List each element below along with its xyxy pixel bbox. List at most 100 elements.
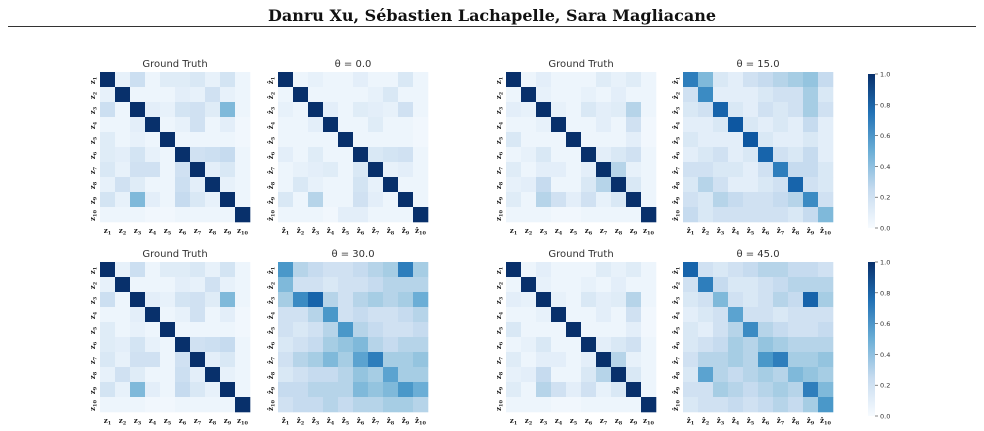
row-tick-label: z3: [88, 296, 99, 304]
heatmap-cell: [596, 292, 612, 308]
heatmap-cell: [308, 307, 324, 323]
heatmap-cell: [383, 177, 399, 193]
row-tick-label: ẑ7: [266, 166, 277, 174]
heatmap-cell: [100, 382, 116, 398]
row-tick-label: ẑ7: [266, 356, 277, 364]
heatmap-cell: [788, 162, 804, 178]
heatmap-cell: [145, 72, 161, 88]
heatmap-cell: [566, 177, 582, 193]
heatmap-cell: [551, 117, 567, 133]
heatmap-cell: [383, 337, 399, 353]
heatmap-cell: [115, 102, 131, 118]
heatmap-cell: [353, 262, 369, 278]
heatmap-cell: [115, 262, 131, 278]
heatmap-cell: [773, 162, 789, 178]
heatmap-cell: [220, 207, 236, 223]
heatmap-cell: [338, 132, 354, 148]
heatmap-cell: [278, 382, 294, 398]
row-tick-label: ẑ9: [266, 386, 277, 394]
heatmap-cell: [413, 262, 429, 278]
heatmap-cell: [773, 207, 789, 223]
heatmap-cell: [803, 397, 819, 413]
row-tick-label: z5: [494, 326, 505, 334]
heatmap-cell: [145, 382, 161, 398]
colorbar-tick-label: 1.0: [880, 71, 890, 79]
heatmap-cell: [683, 147, 699, 163]
heatmap-cell: [293, 277, 309, 293]
col-tick-label: z6: [179, 226, 187, 237]
heatmap-panel-2: θ = 0.0 ẑ1 ẑ2 ẑ3 ẑ4 ẑ5 ẑ6 ẑ7 ẑ8 ẑ9 ẑ10 ẑ1 ẑ2 ẑ3 ẑ4 ẑ5 ẑ6…: [266, 59, 429, 237]
col-tick-label: ẑ2: [297, 226, 305, 237]
row-tick-label: ẑ1: [671, 267, 682, 274]
heatmap-cell: [235, 177, 251, 193]
heatmap-cell: [566, 337, 582, 353]
col-tick-label: ẑ10: [820, 416, 831, 427]
row-tick-label: ẑ8: [671, 371, 682, 379]
heatmap-cell: [160, 207, 176, 223]
heatmap-cell: [611, 162, 627, 178]
heatmap-cell: [308, 322, 324, 338]
heatmap-cell: [743, 262, 759, 278]
heatmap-cell: [205, 397, 221, 413]
heatmap-cell: [728, 322, 744, 338]
heatmap-cell: [581, 147, 597, 163]
heatmap-cell: [323, 337, 339, 353]
heatmap-cell: [293, 147, 309, 163]
heatmap-cell: [713, 177, 729, 193]
heatmap-cell: [743, 117, 759, 133]
heatmap-cell: [145, 102, 161, 118]
heatmap-cell: [205, 277, 221, 293]
heatmap-cell: [521, 292, 537, 308]
row-tick-label: z4: [88, 311, 99, 319]
heatmap-cell: [398, 382, 414, 398]
heatmap-panel-5: Ground Truth z1 z2 z3 z4 z5 z6 z7 z8 z9 z10 z1 z2 z3 z…: [88, 249, 251, 427]
heatmap-cell: [536, 367, 552, 383]
row-tick-label: z8: [494, 181, 505, 189]
heatmap-cell: [713, 87, 729, 103]
heatmap-cell: [205, 382, 221, 398]
heatmap-cell: [641, 102, 657, 118]
heatmap-cell: [115, 207, 131, 223]
heatmap-cell: [100, 147, 116, 163]
heatmap-cell: [521, 162, 537, 178]
heatmap-cell: [175, 292, 191, 308]
heatmap-cell: [521, 352, 537, 368]
heatmap-cell: [803, 382, 819, 398]
heatmap-cell: [626, 72, 642, 88]
heatmap-cell: [713, 367, 729, 383]
heatmap-cell: [641, 307, 657, 323]
heatmap-cell: [115, 322, 131, 338]
col-tick-label: ẑ8: [387, 226, 395, 237]
heatmap-cell: [220, 162, 236, 178]
heatmap-cell: [235, 72, 251, 88]
heatmap-cell: [713, 292, 729, 308]
heatmap-cell: [641, 367, 657, 383]
heatmap-cell: [818, 337, 834, 353]
col-tick-label: z9: [630, 226, 638, 237]
heatmap-cell: [506, 397, 522, 413]
heatmap-cell: [596, 147, 612, 163]
col-tick-label: z10: [237, 416, 248, 427]
col-tick-label: ẑ8: [792, 226, 800, 237]
row-tick-label: z9: [494, 386, 505, 394]
row-tick-label: z4: [494, 121, 505, 129]
heatmap-cell: [551, 277, 567, 293]
heatmap-cell: [100, 397, 116, 413]
heatmap-cell: [803, 72, 819, 88]
heatmap-title: θ = 0.0: [335, 59, 372, 70]
heatmap-cell: [115, 397, 131, 413]
heatmap-cell: [698, 162, 714, 178]
heatmap-cell: [803, 307, 819, 323]
row-tick-label: z6: [494, 341, 505, 349]
col-tick-label: z8: [615, 226, 623, 237]
heatmap-cell: [323, 117, 339, 133]
heatmap-cell: [115, 162, 131, 178]
heatmap-cell: [368, 162, 384, 178]
col-tick-label: ẑ4: [327, 226, 335, 237]
heatmap-cell: [130, 177, 146, 193]
heatmap-cell: [338, 382, 354, 398]
heatmap-cell: [536, 162, 552, 178]
heatmap-cell: [413, 397, 429, 413]
heatmap-cell: [205, 147, 221, 163]
heatmap-cell: [205, 72, 221, 88]
